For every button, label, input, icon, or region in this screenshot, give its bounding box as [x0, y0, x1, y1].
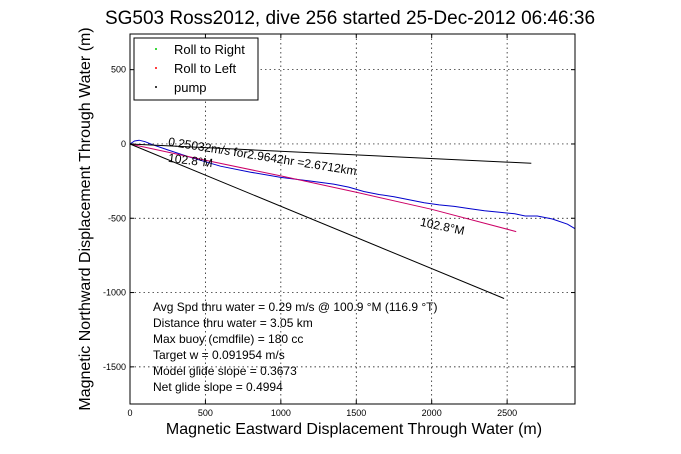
series-layer — [129, 139, 576, 299]
y-tick-label: -500 — [108, 213, 126, 223]
legend-marker — [155, 48, 157, 50]
stats-line: Max buoy (cmdfile) = 180 cc — [153, 332, 303, 346]
axis-ticks: 0 500 1000 1500 2000 2500 -1500 -1000 -500 0 500 — [103, 34, 575, 418]
y-tick-label: -1000 — [103, 288, 126, 298]
legend-label: Roll to Right — [174, 42, 245, 57]
plot-border — [129, 33, 576, 405]
stats-text-block: Avg Spd thru water = 0.29 m/s @ 100.9 °M… — [153, 300, 437, 394]
stats-line: Net glide slope = 0.4994 — [153, 380, 283, 394]
x-tick-label: 0 — [127, 408, 132, 418]
series-line-3 — [129, 143, 532, 164]
stats-line: Target w = 0.091954 m/s — [153, 348, 285, 362]
stats-line: Model glide slope = 0.3673 — [153, 364, 297, 378]
stats-line: Distance thru water = 3.05 km — [153, 316, 313, 330]
x-tick-label: 1500 — [346, 408, 366, 418]
grid-lines — [130, 34, 575, 404]
y-tick-label: 0 — [121, 139, 126, 149]
chart-title: SG503 Ross2012, dive 256 started 25-Dec-… — [105, 8, 595, 29]
x-tick-label: 1000 — [271, 408, 291, 418]
legend-box — [133, 37, 259, 101]
legend-label: pump — [174, 80, 207, 95]
y-axis-label: Magnetic Northward Displacement Through … — [77, 27, 94, 410]
stats-line: Avg Spd thru water = 0.29 m/s @ 100.9 °M… — [153, 300, 437, 314]
y-tick-label: 500 — [111, 65, 126, 75]
x-axis-label: Magnetic Eastward Displacement Through W… — [166, 421, 542, 438]
legend-marker — [155, 67, 157, 69]
legend-marker — [155, 86, 157, 88]
x-tick-label: 2000 — [422, 408, 442, 418]
x-tick-label: 2500 — [497, 408, 517, 418]
series-line-0 — [129, 139, 576, 230]
legend: Roll to Right Roll to Left pump — [133, 37, 259, 101]
series-line-1 — [129, 143, 517, 233]
x-tick-label: 500 — [198, 408, 213, 418]
legend-label: Roll to Left — [174, 61, 237, 76]
plot-annotation: 102.8°M — [167, 151, 213, 170]
y-tick-label: -1500 — [103, 362, 126, 372]
series-line-2 — [129, 143, 505, 299]
